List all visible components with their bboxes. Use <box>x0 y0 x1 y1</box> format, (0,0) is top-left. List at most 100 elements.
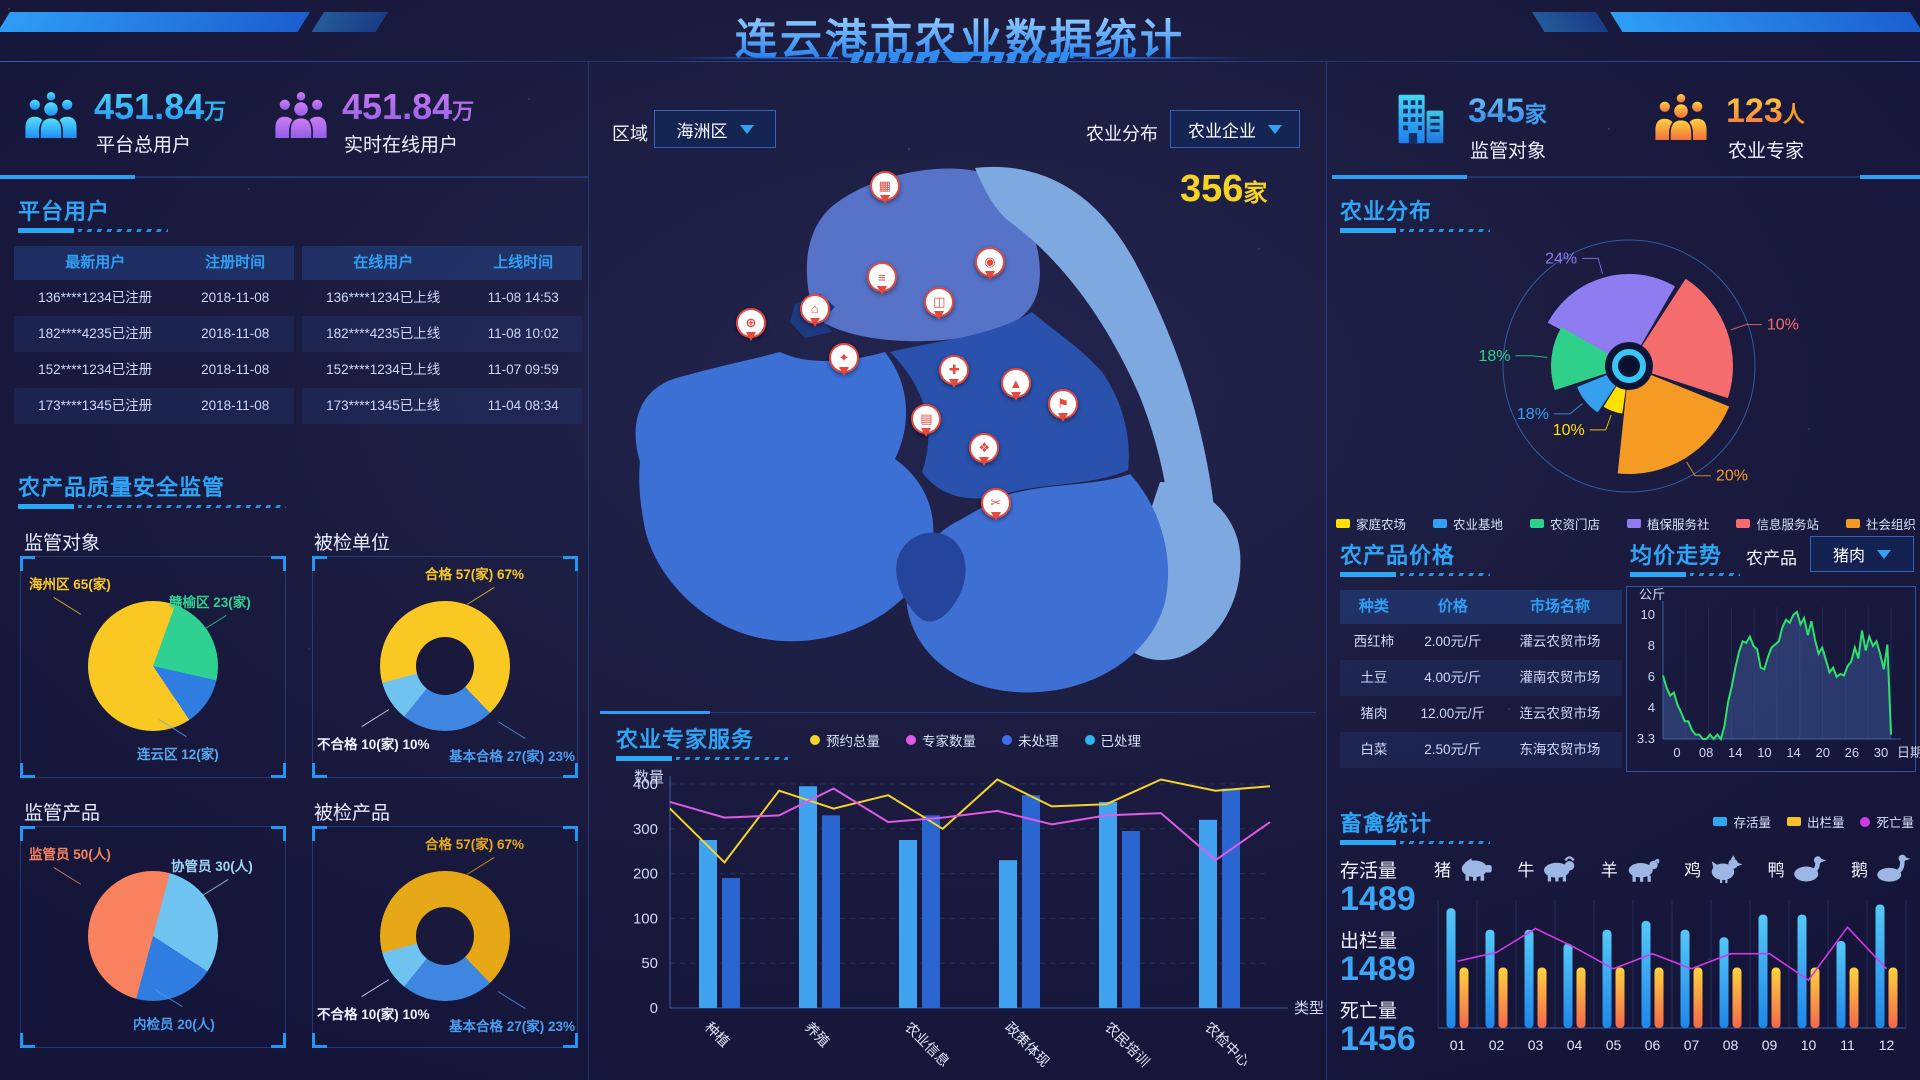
distribution-rose-chart: 24%10%20%10%18%18% <box>1479 239 1799 493</box>
price-table: 种类 价格 市场名称 西红柿 2.00元/斤 灌云农贸市场 土豆 4.00元/斤 灌南农贸市场猪… <box>1340 590 1622 768</box>
rose-sector-家庭农场[interactable] <box>1603 386 1626 414</box>
animal-label: 牛 <box>1517 860 1535 880</box>
animal-label: 鸡 <box>1684 860 1702 880</box>
legend-item-未处理[interactable]: 未处理 <box>1002 730 1059 750</box>
map-svg <box>635 166 1241 693</box>
svg-text:农业信息: 农业信息 <box>902 1019 953 1070</box>
svg-text:类型: 类型 <box>1294 1000 1324 1017</box>
map-pin[interactable]: ✂ <box>980 488 1011 519</box>
map-pin[interactable]: ❖ <box>969 432 1000 463</box>
right-stats-divider <box>1332 175 1920 179</box>
svg-text:10: 10 <box>1757 745 1771 760</box>
animal-goose: 鹅 <box>1851 853 1912 883</box>
experts-count-value: 123 <box>1726 92 1783 130</box>
svg-text:05: 05 <box>1606 1037 1622 1053</box>
map-district-south[interactable] <box>906 474 1169 693</box>
svg-text:01: 01 <box>1450 1037 1466 1053</box>
rose-sector-信息服务站[interactable] <box>1642 278 1733 399</box>
map-district-west[interactable] <box>635 352 934 642</box>
legend-item-植保服务社[interactable]: 植保服务社 <box>1626 514 1709 533</box>
chart-title-supervised-objects: 监管对象 <box>24 533 101 554</box>
legend-item-出栏量[interactable]: 出栏量 <box>1786 812 1844 831</box>
rose-sector-植保服务社[interactable] <box>1547 274 1675 355</box>
map-pin[interactable]: ⊕ <box>735 307 766 338</box>
chevron-down-icon <box>1877 549 1891 559</box>
legend-item-专家数量[interactable]: 专家数量 <box>906 730 976 750</box>
svg-text:数量: 数量 <box>634 769 664 786</box>
online-users-stat: 451.84万 <box>342 86 474 128</box>
svg-text:20: 20 <box>1815 745 1829 760</box>
legend-item-已处理[interactable]: 已处理 <box>1084 730 1141 750</box>
svg-text:10%: 10% <box>1767 317 1799 334</box>
distribution-count-unit: 家 <box>1243 180 1268 207</box>
section-title-trend: 均价走势 <box>1630 543 1723 568</box>
supervised-count-label: 监管对象 <box>1470 141 1547 162</box>
svg-text:100: 100 <box>633 910 658 927</box>
legend-item-信息服务站[interactable]: 信息服务站 <box>1736 514 1819 533</box>
header-ornament-right <box>1610 12 1920 32</box>
right-panel <box>1326 62 1920 1080</box>
map-pin[interactable]: ✦ <box>829 342 859 373</box>
pie-label: 监管员 50(人) <box>29 843 111 863</box>
map-pin[interactable]: ≡ <box>866 262 897 292</box>
rose-sector-农业基地[interactable] <box>1577 374 1616 413</box>
map-pin[interactable]: ▦ <box>869 170 900 201</box>
alive-count-label: 存活量 <box>1340 861 1398 882</box>
section-deco <box>1340 228 1490 233</box>
map-pin[interactable]: ✚ <box>939 355 970 386</box>
left-stats-divider <box>0 175 588 179</box>
section-deco <box>18 504 286 509</box>
legend-item-农业基地[interactable]: 农业基地 <box>1432 514 1503 533</box>
svg-text:日期: 日期 <box>1897 745 1920 760</box>
legend-item-死亡量[interactable]: 死亡量 <box>1860 812 1914 831</box>
livestock-legend: 存活量 出栏量 死亡量 <box>1640 812 1914 831</box>
svg-text:14: 14 <box>1786 745 1800 760</box>
livestock-chart: 01 02 03 04 05 06 07 08 09 10 11 12 <box>1437 900 1907 1053</box>
pie-label: 赣榆区 23(家) <box>169 591 251 611</box>
distribution-count-value: 356 <box>1180 168 1244 210</box>
map-peninsula[interactable] <box>896 532 966 622</box>
svg-text:10: 10 <box>1641 607 1655 622</box>
svg-text:农检中心: 农检中心 <box>1202 1019 1253 1070</box>
section-deco <box>18 228 168 233</box>
legend-item-存活量[interactable]: 存活量 <box>1713 812 1771 831</box>
map-pin[interactable]: ◫ <box>924 287 955 318</box>
region-select[interactable]: 海洲区 <box>654 110 776 148</box>
legend-item-家庭农场[interactable]: 家庭农场 <box>1336 514 1406 533</box>
inspected-units-donut <box>380 601 510 731</box>
death-count-label: 死亡量 <box>1340 1001 1398 1022</box>
svg-text:20%: 20% <box>1716 468 1748 485</box>
legend-item-农资门店[interactable]: 农资门店 <box>1529 514 1600 533</box>
expert-chart-legend: 预约总量 专家数量 未处理 已处理 <box>810 730 1310 750</box>
rose-sector-社会组织[interactable] <box>1617 374 1730 474</box>
header-ornament-left <box>0 12 310 32</box>
map-pin[interactable]: ◉ <box>975 246 1006 277</box>
region-map: ▦ ≡ ⌂ ⊕ ✦ ◉ ◫ ✚ ▤ ▲ ⚑ ❖ ✂ <box>600 152 1316 708</box>
total-users-stat: 451.84万 <box>94 86 226 128</box>
map-pin[interactable]: ⌂ <box>799 293 830 324</box>
distribution-select[interactable]: 农业企业 <box>1170 110 1300 148</box>
rose-sector-农资门店[interactable] <box>1551 327 1609 391</box>
map-pin[interactable]: ⚑ <box>1048 389 1079 420</box>
svg-text:12: 12 <box>1879 1037 1895 1053</box>
legend-item-社会组织[interactable]: 社会组织 <box>1845 514 1916 533</box>
section-deco <box>1630 572 1740 577</box>
map-pin[interactable]: ▲ <box>1000 368 1031 399</box>
animal-cattle: 牛 <box>1517 853 1578 883</box>
svg-text:04: 04 <box>1567 1037 1583 1053</box>
goose-icon <box>1877 854 1911 882</box>
product-select[interactable]: 猪肉 <box>1810 536 1914 572</box>
region-select-value: 海洲区 <box>676 121 728 141</box>
death-count-value: 1456 <box>1340 1020 1416 1058</box>
header-divider <box>0 61 1920 62</box>
svg-text:6: 6 <box>1648 669 1655 684</box>
map-district-north[interactable] <box>806 168 1040 342</box>
svg-text:08: 08 <box>1699 745 1713 760</box>
svg-text:26: 26 <box>1845 745 1859 760</box>
legend-item-预约总量[interactable]: 预约总量 <box>810 730 880 750</box>
supervised-count-stat: 345家 <box>1468 92 1547 131</box>
slaughter-count-label: 出栏量 <box>1340 931 1398 952</box>
table-row: 152****1234已注册 2018-11-08 <box>38 362 270 377</box>
map-pin[interactable]: ▤ <box>911 403 942 434</box>
